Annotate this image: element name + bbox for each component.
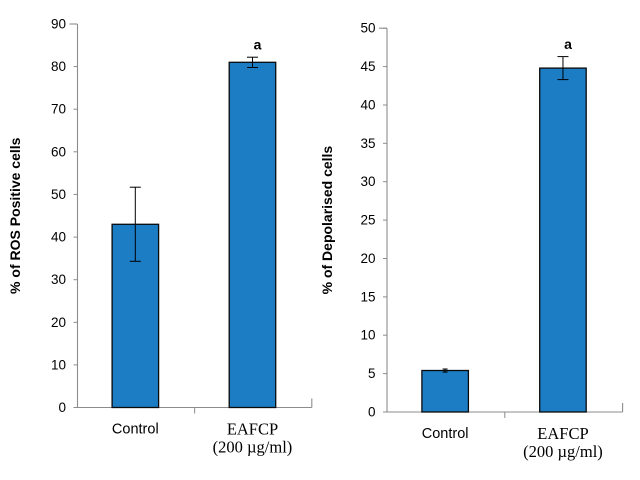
svg-text:25: 25: [360, 213, 375, 228]
svg-text:a: a: [254, 37, 262, 53]
svg-text:5: 5: [368, 366, 376, 381]
svg-text:(200 µg/ml): (200 µg/ml): [523, 442, 603, 461]
svg-text:15: 15: [360, 289, 375, 304]
svg-text:EAFCP: EAFCP: [537, 424, 588, 443]
svg-text:20: 20: [51, 315, 66, 330]
svg-text:45: 45: [360, 59, 375, 74]
svg-text:80: 80: [51, 59, 66, 74]
svg-text:0: 0: [368, 405, 376, 420]
svg-text:50: 50: [51, 187, 66, 202]
svg-text:60: 60: [51, 144, 66, 159]
svg-text:10: 10: [51, 357, 66, 372]
svg-text:40: 40: [360, 98, 375, 113]
svg-text:35: 35: [360, 136, 375, 151]
svg-text:50: 50: [360, 21, 375, 36]
svg-text:Control: Control: [422, 426, 469, 442]
svg-text:30: 30: [360, 174, 375, 189]
svg-text:70: 70: [51, 102, 66, 117]
svg-text:10: 10: [360, 328, 375, 343]
svg-text:EAFCP: EAFCP: [227, 420, 278, 439]
svg-text:% of Depolarised cells: % of Depolarised cells: [320, 146, 335, 295]
svg-text:a: a: [564, 36, 572, 52]
svg-text:(200 µg/ml): (200 µg/ml): [213, 438, 293, 457]
svg-text:% of ROS Positive cells: % of ROS Positive cells: [7, 137, 23, 294]
svg-text:30: 30: [51, 272, 66, 287]
svg-text:20: 20: [360, 251, 375, 266]
svg-text:Control: Control: [112, 422, 159, 438]
svg-text:40: 40: [51, 230, 66, 245]
svg-text:90: 90: [51, 17, 66, 32]
svg-text:0: 0: [58, 400, 66, 415]
